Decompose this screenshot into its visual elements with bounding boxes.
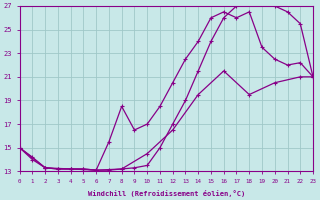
- X-axis label: Windchill (Refroidissement éolien,°C): Windchill (Refroidissement éolien,°C): [88, 190, 245, 197]
